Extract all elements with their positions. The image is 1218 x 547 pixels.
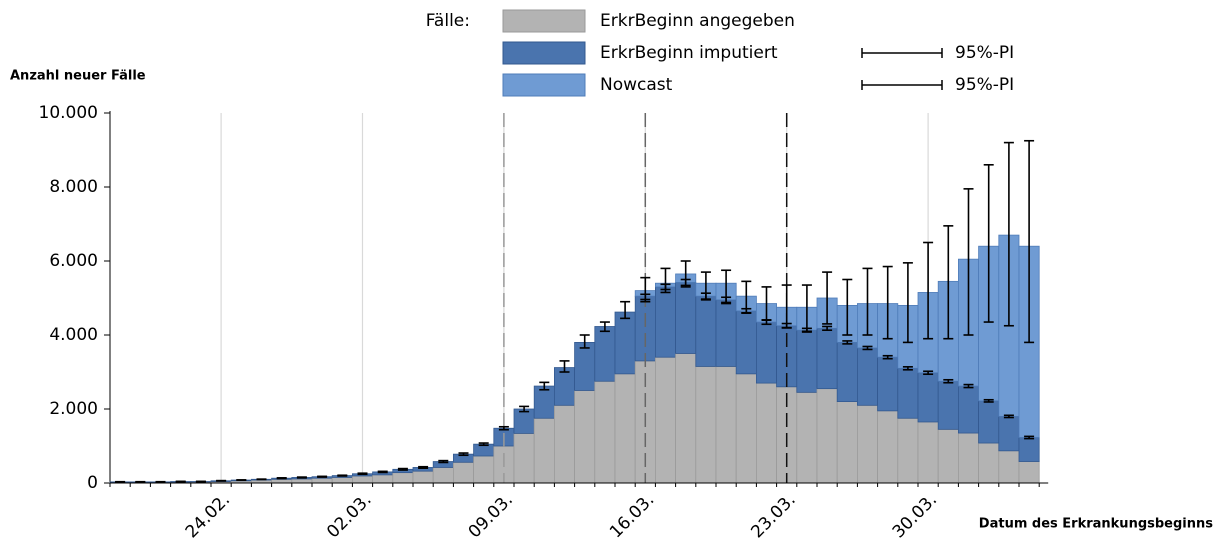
bar-segment <box>938 381 958 429</box>
bar-segment <box>736 311 756 374</box>
bar-segment <box>756 322 776 383</box>
bar-segment <box>554 368 574 406</box>
bar-segment <box>575 342 595 390</box>
bar-segment <box>898 418 918 483</box>
bar-segment <box>655 287 675 357</box>
x-tick-label: 23.03. <box>747 490 799 542</box>
x-axis-label: Datum des Erkrankungsbeginns <box>979 517 1213 532</box>
bar-segment <box>272 479 292 483</box>
bar-segment <box>878 357 898 411</box>
bar-segment <box>958 386 978 433</box>
error-bar <box>277 478 287 479</box>
x-tick-label: 02.03. <box>323 490 375 542</box>
y-tick-label: 6.000 <box>49 251 98 271</box>
legend-swatch <box>503 42 585 64</box>
bar-segment <box>575 391 595 484</box>
legend-label: ErkrBeginn imputiert <box>600 43 778 63</box>
bar-segment <box>1019 462 1039 483</box>
bar-segment <box>534 386 554 418</box>
error-bar <box>378 471 388 472</box>
bar-segment <box>554 405 574 483</box>
bar-segment <box>1019 437 1039 461</box>
error-bar <box>398 469 408 470</box>
legend-title: Fälle: <box>426 11 470 31</box>
bar-segment <box>918 422 938 483</box>
bar-segment <box>837 342 857 401</box>
y-axis-label: Anzahl neuer Fälle <box>10 69 146 84</box>
x-tick-label: 24.02. <box>182 490 234 542</box>
y-tick-label: 4.000 <box>49 325 98 345</box>
bar-segment <box>453 462 473 483</box>
bar-segment <box>999 451 1019 483</box>
bar-segment <box>817 389 837 483</box>
legend-pi-label: 95%-PI <box>955 43 1014 63</box>
bar-segment <box>817 328 837 388</box>
bar-segment <box>857 405 877 483</box>
x-tick-label: 09.03. <box>465 490 517 542</box>
y-tick-label: 8.000 <box>49 177 98 197</box>
error-bar <box>358 473 368 474</box>
x-tick-label: 16.03. <box>606 490 658 542</box>
bar-segment <box>716 366 736 483</box>
bar-segment <box>938 429 958 483</box>
legend-label: Nowcast <box>600 75 673 95</box>
bar-segment <box>736 374 756 483</box>
bar-segment <box>696 296 716 366</box>
y-tick-label: 0 <box>87 473 98 493</box>
error-bar <box>337 475 347 476</box>
bar-segment <box>373 475 393 483</box>
bar-segment <box>918 373 938 422</box>
legend-pi-label: 95%-PI <box>955 75 1014 95</box>
bar-segment <box>979 401 999 443</box>
bar-segment <box>312 478 332 483</box>
bar-segment <box>615 312 635 374</box>
bar-segment <box>474 456 494 483</box>
bar-segment <box>797 330 817 392</box>
bar-segment <box>857 348 877 405</box>
error-bar <box>297 477 307 478</box>
bar-segment <box>979 443 999 483</box>
bar-segment <box>716 300 736 367</box>
bar-segment <box>999 416 1019 450</box>
bar-segment <box>676 282 696 353</box>
bar-segment <box>514 409 534 433</box>
bar-segment <box>413 471 433 483</box>
bar-segment <box>615 374 635 483</box>
x-tick-label: 30.03. <box>889 490 941 542</box>
bar-segment <box>352 476 372 483</box>
error-bar <box>418 467 428 468</box>
bar-segment <box>393 473 413 483</box>
legend-swatch <box>503 74 585 96</box>
bar-segment <box>332 477 352 483</box>
bar-segment <box>797 392 817 483</box>
legend-label: ErkrBeginn angegeben <box>600 11 795 31</box>
error-bar <box>317 476 327 477</box>
bar-segment <box>696 366 716 483</box>
bar-segment <box>676 354 696 484</box>
bar-segment <box>292 479 312 483</box>
bar-segment <box>433 467 453 483</box>
bar-segment <box>958 433 978 483</box>
bar-segment <box>837 402 857 483</box>
bar-segment <box>595 326 615 381</box>
bar-segment <box>595 381 615 483</box>
bar-segment <box>514 433 534 483</box>
bar-segment <box>534 418 554 483</box>
legend-swatch <box>503 10 585 32</box>
y-tick-label: 2.000 <box>49 399 98 419</box>
bar-segment <box>878 411 898 483</box>
bar-segment <box>898 368 918 418</box>
bar-segment <box>655 357 675 483</box>
bar-segment <box>756 383 776 483</box>
y-tick-label: 10.000 <box>39 103 98 123</box>
